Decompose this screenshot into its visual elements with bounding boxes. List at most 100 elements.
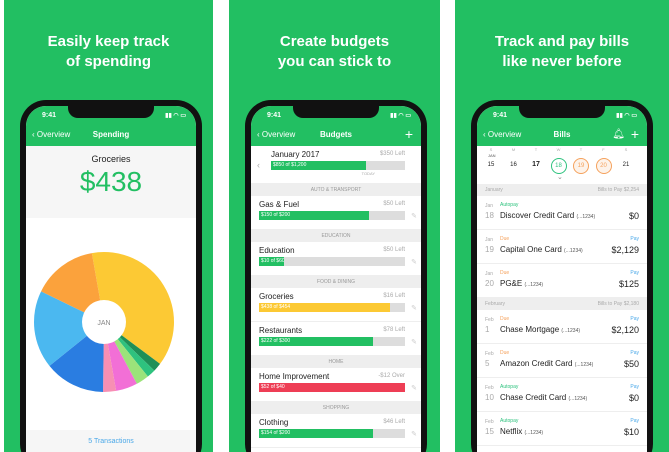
section-header: AUTO & TRANSPORT	[251, 184, 421, 196]
budget-progress-fill: $154 of $200	[259, 429, 373, 438]
status-bar: 9:41 ▮▮ ◠ ▭	[26, 106, 196, 126]
bill-row[interactable]: Feb 15 Autopay Netflix (...1234) Pay $10	[477, 412, 647, 446]
spending-pie-chart[interactable]: JAN	[26, 222, 196, 422]
bill-name: PG&E (...1234)	[500, 279, 543, 288]
weekday-label: S	[489, 147, 493, 152]
month-name: February	[485, 301, 506, 307]
edit-pencil-icon[interactable]: ✎	[411, 213, 417, 220]
add-budget-button[interactable]: +	[404, 126, 413, 142]
back-button[interactable]: ‹ Overview	[483, 130, 522, 139]
bill-row[interactable]: Jan 18 Autopay Discover Credit Card (...123…	[477, 196, 647, 230]
edit-pencil-icon[interactable]: ✎	[411, 339, 417, 346]
pie-slice[interactable]	[49, 322, 104, 392]
calendar-day[interactable]: 21	[622, 162, 630, 168]
month-left: $350 Left	[379, 151, 405, 157]
calendar-day[interactable]: 18	[550, 158, 567, 174]
nav-title: Spending	[92, 130, 130, 139]
budget-row[interactable]: Home Improvement -$12 Over $52 of $40 ✎	[251, 368, 421, 402]
status-time: 9:41	[493, 112, 508, 119]
edit-pencil-icon[interactable]: ✎	[411, 431, 417, 438]
weekday-label: F	[602, 147, 605, 152]
headline-line: Easily keep track	[47, 33, 170, 50]
status-bar: 9:41 ▮▮ ◠ ▭	[477, 106, 647, 126]
back-label: Overview	[36, 130, 71, 139]
budget-row[interactable]: Education $50 Left $10 of $60 ✎	[251, 242, 421, 276]
notch	[293, 106, 379, 118]
bill-amount: $0	[628, 393, 639, 403]
calendar-day[interactable]: 16	[510, 162, 517, 168]
budget-left: $16 Left	[383, 293, 405, 299]
budget-row[interactable]: Gas & Fuel $50 Left $150 of $200 ✎	[251, 196, 421, 230]
budget-name: Home Improvement	[259, 372, 330, 381]
budget-left: $50 Left	[383, 247, 405, 253]
add-bill-button[interactable]: +	[630, 126, 639, 142]
status-time: 9:41	[42, 112, 57, 119]
bill-title: Capital One Card	[500, 245, 562, 254]
edit-pencil-icon[interactable]: ✎	[411, 259, 417, 266]
pie-slice[interactable]	[91, 252, 174, 364]
section-header: SHOPPING	[251, 402, 421, 414]
bills-total: Bills to Pay $2,180	[597, 301, 639, 307]
budget-name: Groceries	[259, 292, 294, 301]
transactions-link[interactable]: 5 Transactions	[26, 430, 196, 452]
phone: 9:41 ▮▮ ◠ ▭ ‹ Overview Bills 🔔︎ + S 15 M 16 T 17 W…	[471, 100, 653, 452]
bill-row[interactable]: Feb 1 Due Chase Mortgage (...1234) Pay $2,120	[477, 310, 647, 344]
bill-title: Netflix	[500, 427, 523, 436]
pay-button[interactable]: Pay	[630, 236, 639, 242]
weekday-label: T	[579, 147, 583, 152]
bill-row[interactable]: Jan 19 Due Capital One Card (...1234) Pay $2,…	[477, 230, 647, 264]
phone: 9:41 ▮▮ ◠ ▭ ‹ Overview Spending Groceries …	[20, 100, 202, 452]
headline-line: Track and pay bills	[494, 33, 630, 50]
expand-chevron-icon[interactable]: ⌄	[557, 174, 563, 181]
budget-row[interactable]: Groceries $16 Left $438 of $454 ✎	[251, 288, 421, 322]
bill-status: Autopay	[500, 202, 519, 208]
bill-day: 20	[485, 279, 494, 288]
back-button[interactable]: ‹ Overview	[257, 130, 296, 139]
budget-row[interactable]: Restaurants $78 Left $222 of $300 ✎	[251, 322, 421, 356]
nav-bar: ‹ Overview Budgets +	[251, 126, 421, 146]
bill-account: (...1234)	[524, 430, 544, 436]
bill-status: Due	[500, 270, 510, 276]
pie-center-label: JAN	[97, 320, 110, 327]
month-title: January 2017	[271, 150, 320, 159]
bell-icon[interactable]: 🔔︎	[612, 129, 625, 140]
edit-pencil-icon[interactable]: ✎	[411, 385, 417, 392]
section-header: HOME	[251, 356, 421, 368]
bill-account: (...1234)	[561, 328, 581, 334]
prev-month-icon[interactable]: ‹	[257, 160, 260, 170]
nav-title: Budgets	[320, 130, 352, 139]
panel-spending: Easily keep track of spending 9:41 ▮▮ ◠ ▭ …	[4, 0, 213, 452]
calendar-day[interactable]: 15	[487, 162, 495, 168]
budget-progress: $150 of $200	[259, 211, 405, 220]
bill-row[interactable]: Feb 10 Autopay Chase Credit Card (...1234) P…	[477, 378, 647, 412]
calendar-day[interactable]: 20	[595, 158, 612, 174]
back-button[interactable]: ‹ Overview	[32, 130, 71, 139]
calendar-day[interactable]: 17	[532, 161, 540, 168]
bill-row[interactable]: Feb 5 Due Amazon Credit Card (...1234) Pay $5…	[477, 344, 647, 378]
calendar-month: JAN	[488, 153, 496, 158]
edit-pencil-icon[interactable]: ✎	[411, 305, 417, 312]
bill-month: Jan	[485, 271, 494, 277]
pay-button[interactable]: Pay	[630, 270, 639, 276]
bill-title: Chase Credit Card	[500, 393, 567, 402]
bill-row[interactable]: Jan 20 Due PG&E (...1234) Pay $125	[477, 264, 647, 298]
bill-status: Due	[500, 350, 510, 356]
spending-amount: $438	[79, 166, 143, 197]
pay-button[interactable]: Pay	[630, 418, 639, 424]
pie-slice[interactable]	[41, 253, 104, 322]
signal-wifi-battery-icon: ▮▮ ◠ ▭	[165, 113, 186, 119]
pay-button[interactable]: Pay	[630, 384, 639, 390]
bill-name: Discover Credit Card (...1234)	[500, 211, 595, 220]
pay-button[interactable]: Pay	[630, 316, 639, 322]
budget-progress-fill: $10 of $60	[259, 257, 284, 266]
budget-left: $50 Left	[383, 201, 405, 207]
pay-button[interactable]: Pay	[630, 350, 639, 356]
headline: Create budgets you can stick to	[229, 32, 440, 72]
budget-row[interactable]: Clothing $46 Left $154 of $200 ✎	[251, 414, 421, 448]
pie-slice[interactable]	[34, 291, 104, 366]
bill-title: PG&E	[500, 279, 523, 288]
weekday-label: W	[556, 147, 561, 152]
calendar-day[interactable]: 19	[573, 158, 589, 174]
bill-amount: $0	[628, 211, 639, 221]
bill-name: Chase Mortgage (...1234)	[500, 325, 580, 334]
